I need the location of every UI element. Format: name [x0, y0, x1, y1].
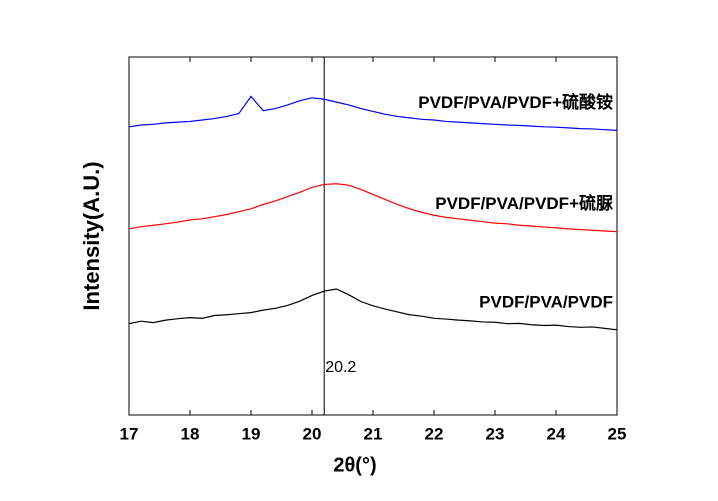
series-line [128, 288, 618, 331]
x-tick-label: 20 [303, 424, 322, 443]
series-line [128, 95, 618, 131]
x-tick-label: 22 [425, 424, 444, 443]
series-label: PVDF/PVA/PVDF [479, 292, 613, 311]
series-label: PVDF/PVA/PVDF+硫脲 [435, 193, 614, 213]
x-tick-label: 25 [608, 424, 627, 443]
x-tick-label: 23 [486, 424, 505, 443]
x-tick-label: 17 [120, 424, 139, 443]
x-tick-label: 24 [547, 424, 566, 443]
y-axis-label: Intensity(A.U.) [79, 161, 104, 310]
reference-label: 20.2 [325, 359, 356, 376]
series-line [128, 183, 618, 233]
x-tick-label: 21 [364, 424, 383, 443]
x-tick-label: 19 [242, 424, 261, 443]
x-axis-label: 2θ(°) [333, 454, 376, 476]
series-label: PVDF/PVA/PVDF+硫酸铵 [418, 92, 613, 112]
x-tick-label: 18 [181, 424, 200, 443]
